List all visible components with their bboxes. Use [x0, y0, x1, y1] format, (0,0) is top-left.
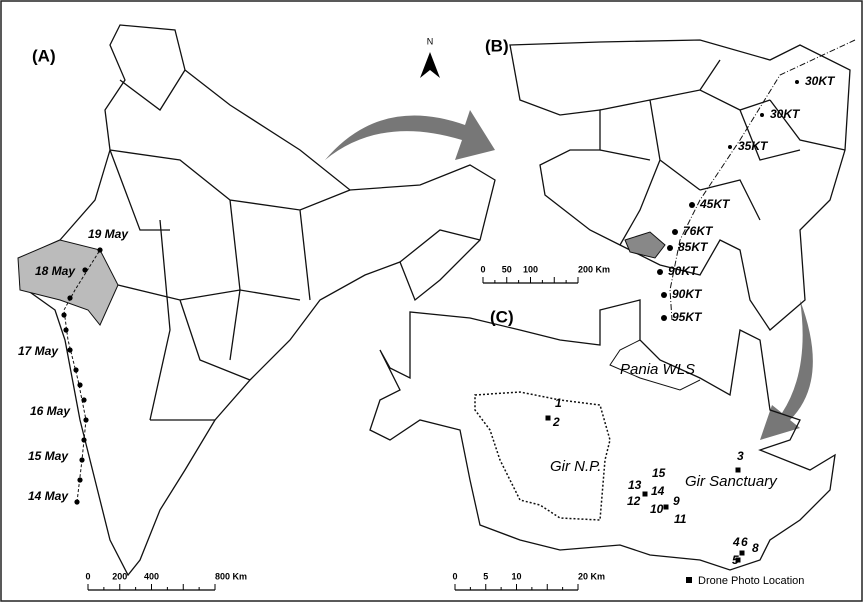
location-number: 11 — [674, 512, 687, 526]
drone-point — [664, 505, 669, 510]
legend-label: Drone Photo Location — [698, 575, 804, 587]
date-label: 17 May — [18, 344, 59, 358]
map-figure: 19 May 18 May 17 May 16 May 15 May 14 May (A)… — [0, 0, 863, 602]
date-label: 16 May — [30, 404, 71, 418]
panel-label: (A) — [32, 46, 56, 65]
track-label: 95KT — [672, 310, 703, 324]
track-label: 30KT — [770, 107, 801, 121]
location-number: 4 — [732, 535, 740, 549]
date-label: 15 May — [28, 449, 69, 463]
date-label: 14 May — [28, 489, 69, 503]
track-label: 45KT — [699, 197, 731, 211]
track-point — [795, 80, 799, 84]
location-number: 9 — [673, 494, 680, 508]
location-number: 2 — [552, 415, 560, 429]
scale-label: 200 Km — [578, 264, 610, 274]
scale-label: 200 — [112, 571, 127, 581]
track-point — [81, 397, 86, 402]
track-point — [79, 457, 84, 462]
location-number: 3 — [737, 449, 744, 463]
track-point — [61, 312, 66, 317]
drone-point — [736, 558, 741, 563]
scale-label: 0 — [85, 571, 90, 581]
drone-point — [740, 551, 745, 556]
location-number: 12 — [627, 494, 641, 508]
track-point — [74, 499, 79, 504]
track-point — [67, 347, 72, 352]
drone-point — [643, 492, 648, 497]
track-point — [77, 382, 82, 387]
track-point — [689, 202, 695, 208]
track-point — [73, 367, 78, 372]
track-point — [661, 292, 667, 298]
track-point — [81, 437, 86, 442]
track-label: 90KT — [672, 287, 703, 301]
location-number: 14 — [651, 484, 665, 498]
legend-symbol — [686, 577, 692, 583]
track-point — [82, 267, 87, 272]
track-label: 90KT — [668, 264, 699, 278]
track-point — [63, 327, 68, 332]
track-point — [657, 269, 663, 275]
track-label: 76KT — [683, 224, 714, 238]
track-point — [728, 145, 732, 149]
track-label: 85KT — [678, 240, 709, 254]
place-label: Pania WLS — [620, 361, 695, 378]
location-number: 1 — [555, 396, 562, 410]
location-number: 8 — [752, 541, 759, 555]
track-label: 30KT — [805, 74, 836, 88]
track-point — [760, 113, 764, 117]
scale-label: 800 Km — [215, 571, 247, 581]
scale-label: 5 — [483, 571, 488, 581]
scale-label: 0 — [480, 264, 485, 274]
north-label: N — [427, 36, 434, 46]
frame — [1, 1, 862, 601]
track-point — [67, 295, 72, 300]
scale-label: 20 Km — [578, 571, 605, 581]
scale-label: 50 — [502, 264, 512, 274]
track-label: 35KT — [738, 139, 769, 153]
panel-label: (C) — [490, 307, 514, 326]
scale-label: 100 — [523, 264, 538, 274]
drone-point — [736, 468, 741, 473]
track-point — [672, 229, 678, 235]
location-number: 6 — [741, 535, 748, 549]
place-label: Gir Sanctuary — [685, 473, 778, 490]
track-point — [83, 417, 88, 422]
location-number: 10 — [650, 502, 664, 516]
panel-label: (B) — [485, 36, 509, 55]
track-point — [667, 245, 673, 251]
place-label: Gir N.P. — [550, 458, 601, 475]
track-point — [661, 315, 667, 321]
location-number: 15 — [652, 466, 666, 480]
date-label: 19 May — [88, 227, 129, 241]
track-point — [97, 247, 102, 252]
scale-label: 10 — [511, 571, 521, 581]
location-number: 13 — [628, 478, 642, 492]
track-point — [77, 477, 82, 482]
scale-label: 0 — [452, 571, 457, 581]
date-label: 18 May — [35, 264, 76, 278]
scale-label: 400 — [144, 571, 159, 581]
drone-point — [546, 416, 551, 421]
